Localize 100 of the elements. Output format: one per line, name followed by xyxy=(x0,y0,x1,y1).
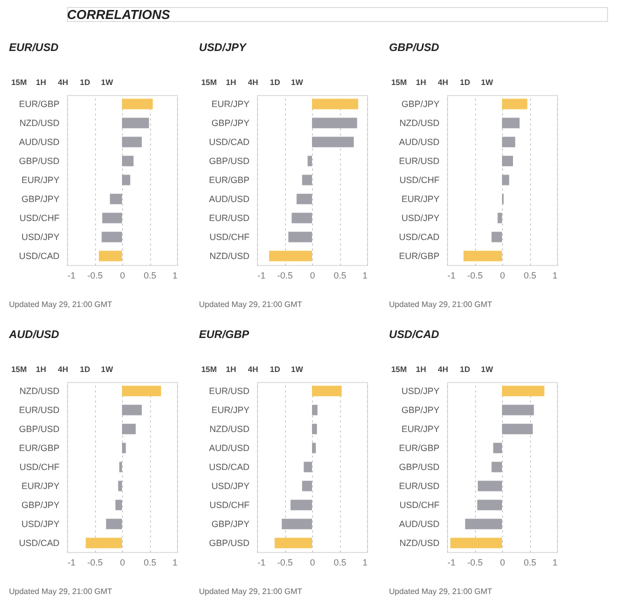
text: 1H xyxy=(226,365,236,374)
bar xyxy=(106,518,122,530)
y-tick-label: EUR/USD xyxy=(208,386,250,396)
x-tick-label: -0.5 xyxy=(467,558,483,568)
y-tick-label: EUR/JPY xyxy=(211,99,250,110)
bar xyxy=(498,212,502,224)
bar xyxy=(502,424,533,434)
bar xyxy=(312,442,316,454)
bar xyxy=(292,212,312,224)
x-tick-label: 0 xyxy=(120,558,126,568)
x-tick-label: 0 xyxy=(500,558,506,568)
y-tick-label: USD/CAD xyxy=(208,462,250,472)
y-tick-label: USD/CHF xyxy=(20,212,60,223)
text: 1W xyxy=(481,78,494,87)
x-tick-label: 0 xyxy=(500,270,506,280)
y-tick-label: EUR/USD xyxy=(208,212,250,223)
y-tick-label: GBP/USD xyxy=(18,424,60,434)
text: Updated May 29, 21:00 GMT xyxy=(199,587,302,596)
x-tick-label: 1 xyxy=(172,270,178,280)
x-tick-label: 1 xyxy=(552,558,558,568)
text: 15M xyxy=(391,78,408,87)
y-tick-label: USD/JPY xyxy=(21,232,60,242)
bar xyxy=(502,174,510,186)
x-tick-label: 0.5 xyxy=(334,558,346,568)
y-tick-label: AUD/USD xyxy=(208,443,250,454)
bar xyxy=(98,250,122,262)
text: 4H xyxy=(248,365,258,374)
text: 1W xyxy=(291,78,304,87)
y-tick-label: USD/CHF xyxy=(20,462,60,472)
text: 1D xyxy=(460,78,470,87)
bar xyxy=(493,442,502,454)
y-tick-label: USD/JPY xyxy=(401,212,440,223)
bar xyxy=(122,404,142,416)
y-tick-label: EUR/GBP xyxy=(18,443,60,454)
bar xyxy=(122,118,149,128)
text: Updated May 29, 21:00 GMT xyxy=(389,300,492,309)
y-tick-label: EUR/JPY xyxy=(401,424,440,434)
text: 1H xyxy=(226,78,236,87)
text: Updated May 29, 21:00 GMT xyxy=(9,587,112,596)
x-tick-label: 0 xyxy=(310,270,316,280)
bar xyxy=(102,212,122,224)
bar xyxy=(477,500,502,510)
bar xyxy=(86,538,122,548)
x-tick-label: 1 xyxy=(362,270,368,280)
x-tick-label: -1 xyxy=(68,270,76,280)
bar xyxy=(302,480,312,492)
bar xyxy=(464,250,502,262)
bar xyxy=(269,250,312,262)
text: Updated May 29, 21:00 GMT xyxy=(199,300,302,309)
y-tick-label: AUD/USD xyxy=(208,194,250,204)
y-tick-label: USD/CAD xyxy=(18,538,60,548)
bar xyxy=(304,462,312,472)
text: 15M xyxy=(201,78,218,87)
x-tick-label: 0.5 xyxy=(334,270,346,280)
y-tick-label: USD/CHF xyxy=(210,500,250,510)
x-tick-label: -1 xyxy=(68,558,76,568)
text: 1W xyxy=(101,365,114,374)
text: 1D xyxy=(460,365,470,374)
bar xyxy=(450,538,502,548)
x-tick-label: -1 xyxy=(448,270,456,280)
y-tick-label: NZD/USD xyxy=(20,118,60,128)
y-tick-label: USD/CAD xyxy=(398,232,440,242)
bar xyxy=(312,404,318,416)
bar xyxy=(122,98,153,110)
y-tick-label: GBP/USD xyxy=(398,462,440,472)
bar xyxy=(312,136,354,148)
bar xyxy=(118,480,122,492)
bar xyxy=(502,156,513,166)
text: 15M xyxy=(11,78,28,87)
y-tick-label: USD/CHF xyxy=(400,175,440,185)
text: Updated May 29, 21:00 GMT xyxy=(389,587,492,596)
x-tick-label: -0.5 xyxy=(87,558,103,568)
x-tick-label: -0.5 xyxy=(467,270,483,280)
text: 4H xyxy=(58,365,68,374)
x-tick-label: 0 xyxy=(310,558,316,568)
text: 15M xyxy=(201,365,218,374)
x-tick-label: 0 xyxy=(120,270,126,280)
bar xyxy=(502,98,528,110)
bar xyxy=(102,232,122,242)
x-tick-label: 0.5 xyxy=(144,558,156,568)
bar xyxy=(312,424,317,434)
y-tick-label: AUD/USD xyxy=(398,137,440,148)
y-tick-label: EUR/GBP xyxy=(398,443,440,454)
y-tick-label: EUR/USD xyxy=(398,156,440,166)
x-tick-label: 1 xyxy=(172,558,178,568)
bar xyxy=(312,98,358,110)
bar xyxy=(502,118,520,128)
text: CORRELATIONS xyxy=(67,7,170,22)
y-tick-label: USD/CAD xyxy=(18,250,60,261)
y-tick-label: USD/CHF xyxy=(400,500,440,510)
x-tick-label: -1 xyxy=(258,270,266,280)
text: 4H xyxy=(248,78,258,87)
bar xyxy=(478,480,502,492)
bar xyxy=(122,156,134,166)
bar xyxy=(312,118,358,128)
x-tick-label: 1 xyxy=(552,270,558,280)
y-tick-label: USD/CAD xyxy=(208,137,250,148)
text: 1D xyxy=(270,365,280,374)
bar xyxy=(308,156,312,166)
text: Updated May 29, 21:00 GMT xyxy=(9,300,112,309)
